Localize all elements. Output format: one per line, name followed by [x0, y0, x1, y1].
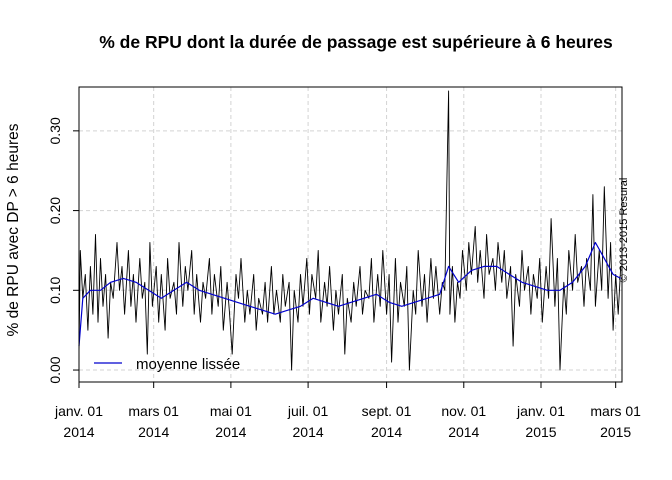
x-axis: janv. 01 2014 mars 01 2014 mai 01 2014 juil. 0…: [54, 382, 641, 440]
x-tick-label: mai 01: [210, 403, 252, 419]
x-tick-label: janv. 01: [516, 403, 565, 419]
y-tick-label: 0.30: [47, 117, 63, 144]
y-axis: 0.00 0.10 0.20 0.30: [47, 117, 79, 384]
x-tick-year-label: 2014: [215, 424, 246, 440]
y-tick-label: 0.20: [47, 197, 63, 224]
legend-label-smooth: moyenne lissée: [136, 356, 240, 373]
x-tick-year-label: 2014: [63, 424, 94, 440]
x-tick-label: sept. 01: [362, 403, 412, 419]
series-line-smooth: [78, 241, 621, 347]
x-tick-label: mars 01: [590, 403, 641, 419]
x-tick-year-label: 2014: [448, 424, 479, 440]
copyright-notice: © 2013-2015 Resural: [618, 178, 630, 283]
series-line-raw: [78, 90, 622, 371]
x-tick-year-label: 2015: [600, 424, 631, 440]
y-tick-label: 0.10: [47, 276, 63, 303]
y-tick-label: 0.00: [47, 356, 63, 383]
legend: moyenne lissée: [94, 356, 240, 373]
x-tick-label: juil. 01: [287, 403, 329, 419]
y-axis-label: % de RPU avec DP > 6 heures: [5, 123, 22, 336]
x-tick-year-label: 2014: [293, 424, 324, 440]
x-tick-label: nov. 01: [441, 403, 486, 419]
plot-frame: [78, 86, 623, 383]
chart-title: % de RPU dont la durée de passage est su…: [99, 32, 613, 52]
series-layer: [78, 90, 622, 371]
x-tick-year-label: 2014: [138, 424, 169, 440]
x-tick-label: janv. 01: [54, 403, 103, 419]
x-tick-label: mars 01: [128, 403, 179, 419]
x-gridlines: [78, 87, 617, 382]
x-tick-year-label: 2014: [371, 424, 402, 440]
x-tick-year-label: 2015: [525, 424, 556, 440]
